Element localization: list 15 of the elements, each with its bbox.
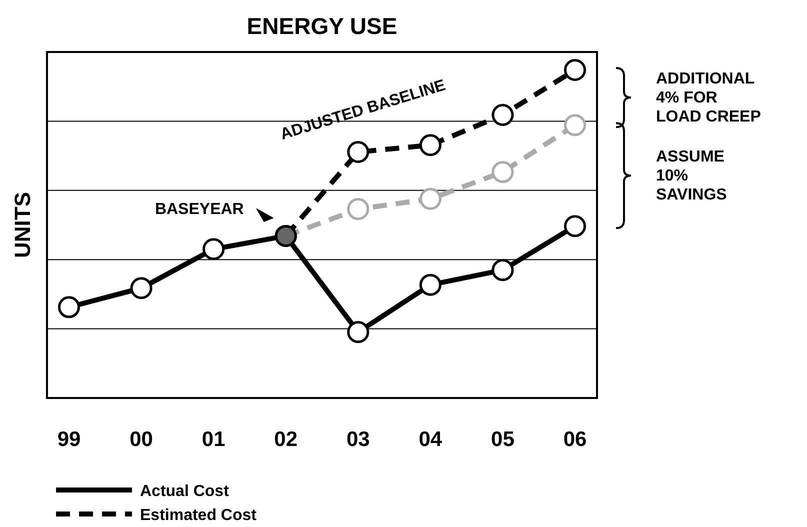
legend-label: Actual Cost	[140, 483, 230, 500]
x-tick-label: 05	[491, 428, 515, 451]
legend-label: Estimated Cost	[140, 507, 258, 524]
x-tick-label: 01	[202, 428, 226, 451]
x-tick-label: 04	[418, 428, 442, 451]
text: ASSUME 10% SAVINGS	[656, 148, 728, 204]
y-axis-title: UNITS	[10, 192, 35, 258]
x-tick-label: 06	[563, 428, 587, 451]
chart-title: ENERGY USE	[246, 13, 398, 39]
x-tick-label: 99	[57, 428, 81, 451]
x-tick-label: 00	[130, 428, 153, 451]
x-tick-label: 03	[346, 428, 370, 451]
x-tick-label: 02	[274, 428, 298, 451]
text: ADDITIONAL 4% FOR LOAD CREEP	[656, 70, 762, 126]
annotation: BASEYEAR	[154, 200, 244, 218]
